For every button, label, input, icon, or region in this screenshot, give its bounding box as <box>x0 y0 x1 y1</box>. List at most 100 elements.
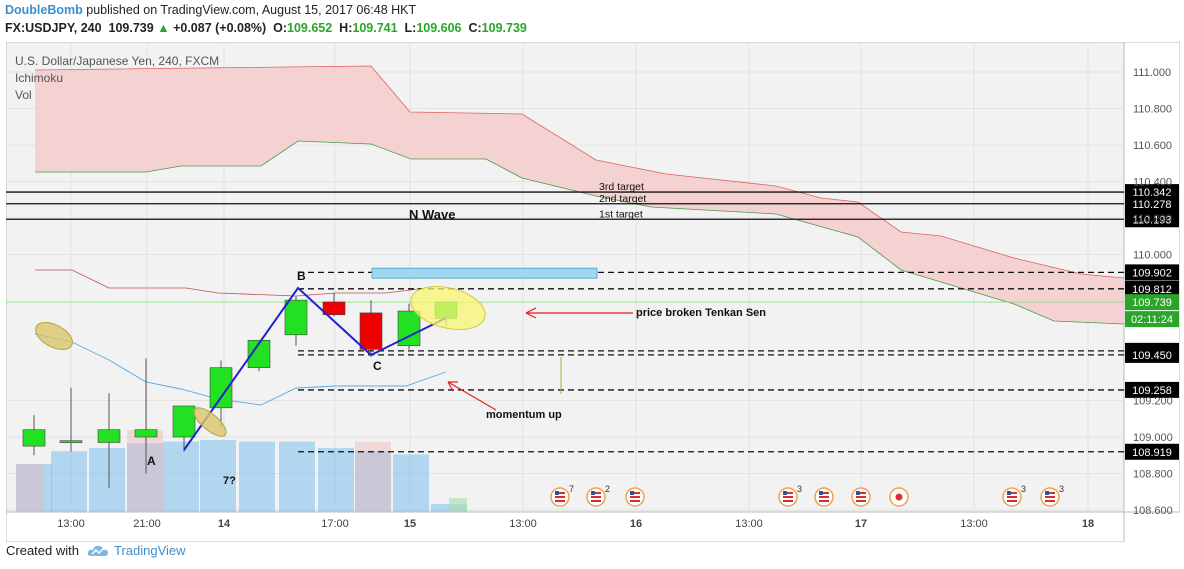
tradingview-link[interactable]: TradingView <box>87 543 186 558</box>
price-axis-label-text: 109.812 <box>1132 284 1172 296</box>
point-a-label: A <box>147 454 156 468</box>
price-axis-label-text: 109.902 <box>1132 267 1172 279</box>
flag-stripe <box>591 500 601 502</box>
candle-bear[interactable] <box>359 312 383 350</box>
flag-canton <box>783 491 787 495</box>
price-axis-label <box>1125 264 1179 281</box>
y-tick-label: 109.200 <box>1133 396 1173 408</box>
highlight-ellipse[interactable] <box>190 403 231 441</box>
us-flag-event-icon[interactable]: 7 <box>550 484 574 507</box>
price-axis-label-text: 110.193 <box>1133 214 1172 226</box>
chart-title: U.S. Dollar/Japanese Yen, 240, FXCM <box>15 54 220 68</box>
us-flag-event-icon[interactable]: 3 <box>778 484 802 507</box>
event-badge-count: 3 <box>1021 484 1026 494</box>
candle-bull[interactable] <box>397 310 421 347</box>
volume-bar <box>355 451 391 512</box>
symbol-name: FX:USDJPY, 240 <box>5 21 102 35</box>
volume-bar <box>239 441 275 512</box>
target-label: 2nd target <box>599 193 646 205</box>
tradingview-cloud-icon <box>87 545 108 556</box>
flag-stripe <box>1045 500 1055 502</box>
flag-canton <box>819 491 823 495</box>
author-name[interactable]: DoubleBomb <box>5 3 83 17</box>
flag-stripe <box>591 496 601 498</box>
y-tick-label: 110.200 <box>1133 213 1172 225</box>
flag-stripe <box>819 492 829 494</box>
target-label: 1st target <box>599 208 643 220</box>
volume-bar <box>127 443 163 512</box>
y-tick-label: 110.000 <box>1133 250 1172 262</box>
time-axis[interactable] <box>5 511 1125 543</box>
close-value: 109.739 <box>481 21 527 35</box>
volume-bar <box>318 448 354 512</box>
x-tick-label: 16 <box>630 518 642 530</box>
x-tick-label: 14 <box>218 518 231 530</box>
y-tick-label: 110.800 <box>1133 104 1172 116</box>
us-flag-event-icon[interactable] <box>625 487 645 507</box>
highlight-ellipse[interactable] <box>31 317 77 355</box>
flag-canton <box>630 491 634 495</box>
volume-bar <box>163 441 199 512</box>
us-flag-event-icon[interactable] <box>814 487 834 507</box>
event-badge-count: 7 <box>569 484 574 494</box>
us-flag-event-icon[interactable] <box>851 487 871 507</box>
low-label: L: <box>404 21 417 35</box>
candle-bull[interactable] <box>22 429 46 447</box>
x-tick-label: 15 <box>404 518 416 530</box>
event-badge-count: 2 <box>605 484 610 494</box>
candle-bull[interactable] <box>209 367 233 409</box>
price-change: +0.087 (+0.08%) <box>173 21 267 35</box>
publish-header: DoubleBomb published on TradingView.com,… <box>5 3 416 17</box>
candle-bull[interactable] <box>247 339 271 368</box>
target-label: 3rd target <box>599 181 644 193</box>
flag-stripe <box>819 500 829 502</box>
tenkan-annotation: price broken Tenkan Sen <box>636 307 766 319</box>
open-value: 109.652 <box>287 21 333 35</box>
high-value: 109.741 <box>352 21 398 35</box>
highlight-ellipse-yellow[interactable] <box>406 279 489 336</box>
flag-stripe <box>783 496 793 498</box>
us-flag-event-icon[interactable]: 2 <box>586 484 610 507</box>
volume-bar <box>89 448 125 512</box>
n-wave-zigzag[interactable] <box>183 286 447 451</box>
price-axis-label-text: 109.450 <box>1132 350 1172 362</box>
indicator-ichimoku[interactable]: Ichimoku <box>15 71 64 85</box>
us-flag-event-icon[interactable]: 3 <box>1040 484 1064 507</box>
indicator-volume[interactable]: Vol <box>15 88 32 102</box>
point-b-label: B <box>297 269 306 283</box>
created-with-label: Created with <box>6 543 79 558</box>
flag-stripe <box>819 496 829 498</box>
annotation-arrowhead <box>447 381 458 392</box>
volume-bar-prev <box>355 442 391 512</box>
annotation-arrowhead <box>525 307 537 319</box>
volume-bar <box>51 451 87 512</box>
seven-question-label: 7? <box>223 475 236 487</box>
symbol-info-line: FX:USDJPY, 240 109.739 ▲ +0.087 (+0.08%)… <box>5 21 527 35</box>
volume-bar <box>393 454 429 512</box>
candle-bear[interactable] <box>322 301 346 316</box>
us-flag-event-icon[interactable]: 3 <box>1002 484 1026 507</box>
current-price-tag <box>1125 311 1179 328</box>
event-dot-icon[interactable] <box>889 487 909 507</box>
price-axis-label <box>1125 443 1179 460</box>
candle-bull[interactable] <box>134 429 158 438</box>
candle-bull[interactable] <box>97 429 121 443</box>
flag-stripe <box>555 496 565 498</box>
flag-canton <box>1045 491 1049 495</box>
price-axis-label <box>1125 211 1179 228</box>
flag-stripe <box>856 496 866 498</box>
current-price-tag-text: 109.739 <box>1132 297 1172 309</box>
volume-bar-current <box>449 498 467 512</box>
candle-bull[interactable] <box>172 405 196 438</box>
chart-area[interactable]: 3rd target 110.342 2nd target 110.278 1st ta… <box>5 41 1181 543</box>
candle-bull[interactable] <box>284 299 308 336</box>
x-tick-label: 13:00 <box>735 518 763 530</box>
highlight-rectangle[interactable] <box>371 267 598 279</box>
price-axis-label-text: 110.278 <box>1133 199 1172 211</box>
last-price: 109.739 <box>108 21 154 35</box>
volume-bar <box>279 441 315 512</box>
candle-bull[interactable] <box>59 440 83 443</box>
y-tick-label: 110.400 <box>1133 177 1172 189</box>
y-tick-label: 111.000 <box>1133 67 1171 79</box>
